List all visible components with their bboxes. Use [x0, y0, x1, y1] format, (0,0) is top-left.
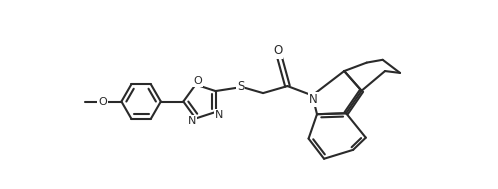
- Text: O: O: [98, 97, 107, 107]
- Text: O: O: [193, 76, 202, 86]
- Text: N: N: [188, 116, 196, 126]
- Text: N: N: [309, 93, 318, 106]
- Text: S: S: [237, 80, 244, 93]
- Text: N: N: [215, 110, 224, 120]
- Text: O: O: [273, 44, 282, 57]
